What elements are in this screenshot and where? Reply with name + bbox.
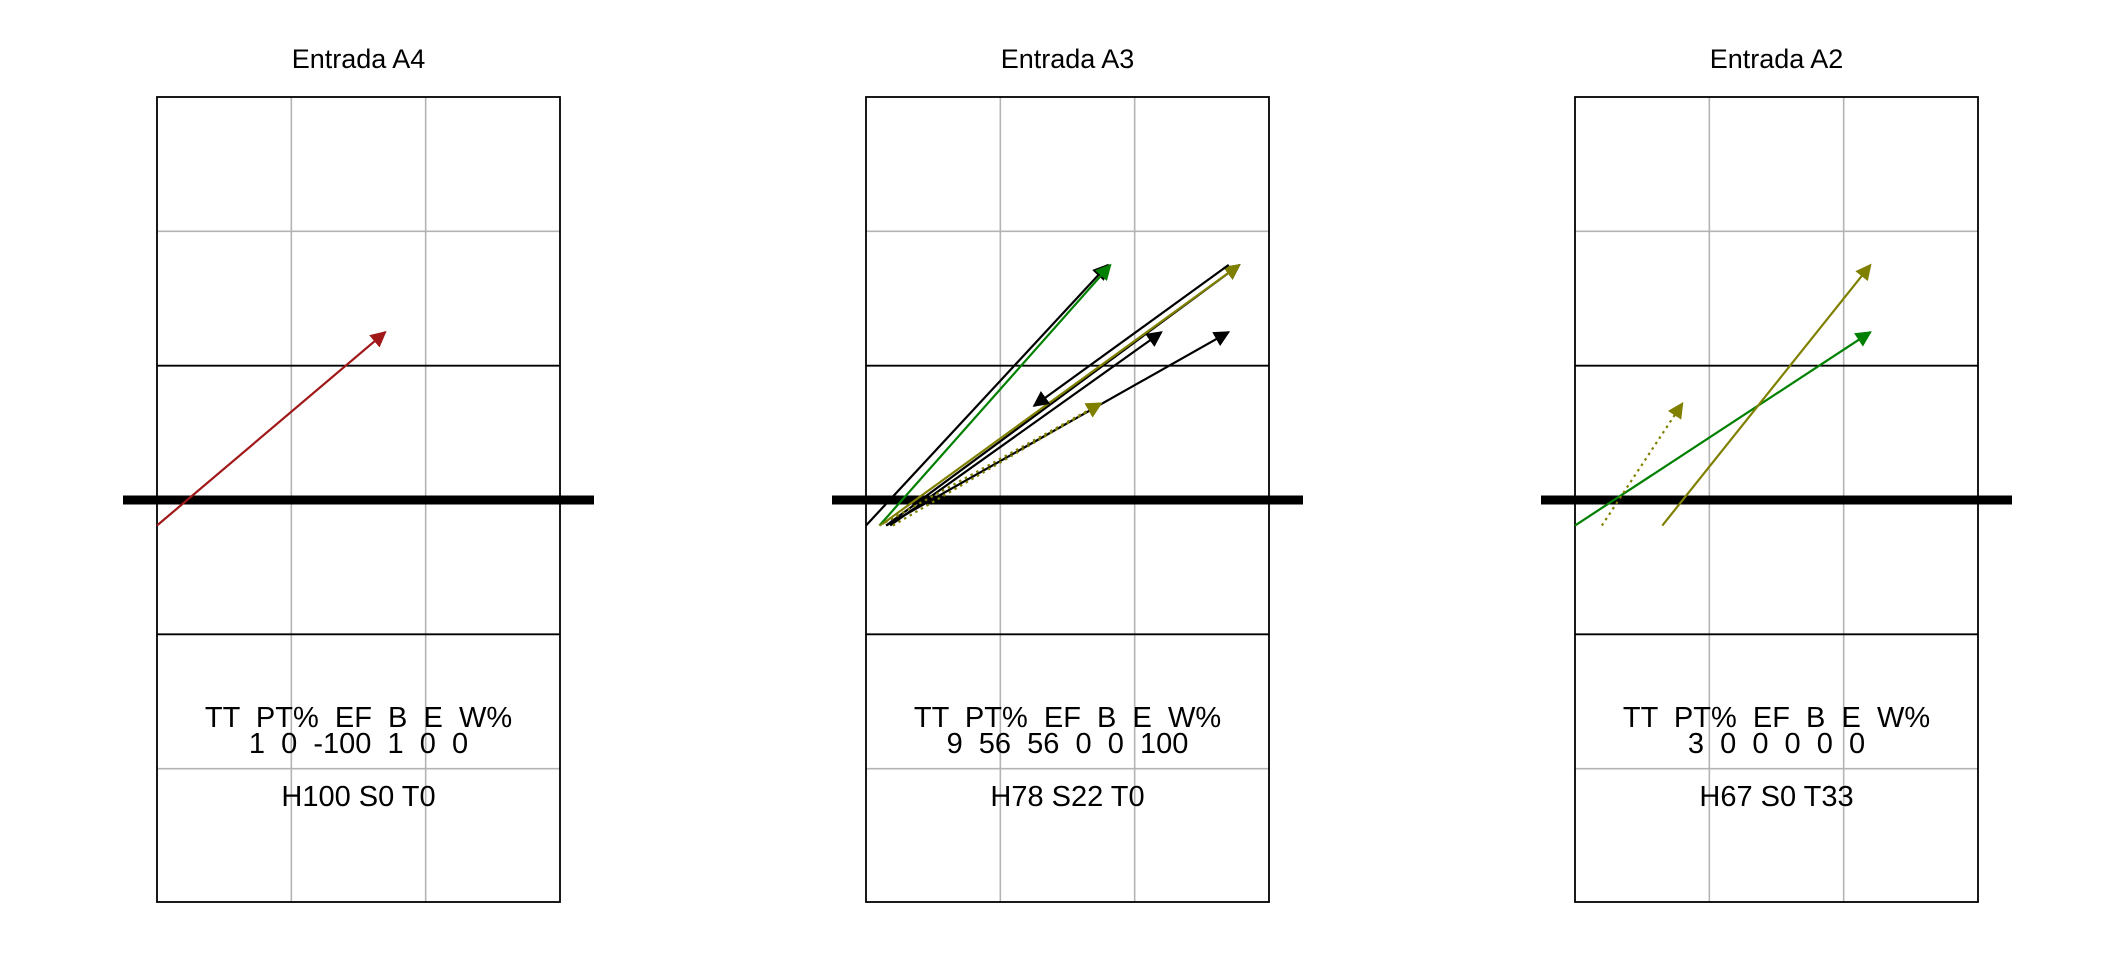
attack-arrow (1600, 401, 1684, 527)
panel-2: Entrada A3 TT PT% EF B E W%9 56 56 0 0 10… (832, 44, 1303, 903)
attack-arrow (889, 331, 1163, 527)
zone-summary: H78 S22 T0 (990, 781, 1144, 813)
stats-header: TT PT% EF B E W% (914, 702, 1221, 734)
panel-title: Entrada A3 (1001, 44, 1135, 74)
stats-values: 3 0 0 0 0 0 (1688, 728, 1865, 760)
stats-header: TT PT% EF B E W% (205, 702, 512, 734)
attack-arrow (1661, 263, 1872, 527)
zone-summary: H67 S0 T33 (1699, 781, 1853, 813)
attack-arrow (881, 263, 1241, 526)
attack-arrow (156, 331, 387, 527)
stats-values: 1 0 -100 1 0 0 (249, 728, 468, 760)
panel-title: Entrada A4 (292, 44, 426, 74)
attack-arrow (1032, 264, 1230, 407)
attack-arrow (892, 402, 1103, 527)
panel-3: Entrada A2 TT PT% EF B E W%3 0 0 0 0 0 H67… (1541, 44, 2012, 903)
attack-arrow (878, 263, 1112, 527)
stats-values: 9 56 56 0 0 100 (947, 728, 1189, 760)
stats-header: TT PT% EF B E W% (1623, 702, 1930, 734)
panel-1: Entrada A4 TT PT% EF B E W%1 0 -100 1 0 0… (123, 44, 594, 903)
panel-title: Entrada A2 (1710, 44, 1844, 74)
zone-summary: H100 S0 T0 (281, 781, 435, 813)
attack-arrow (865, 263, 1109, 527)
